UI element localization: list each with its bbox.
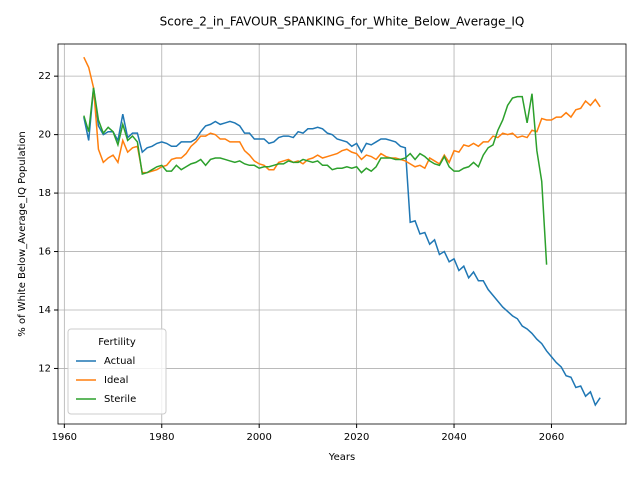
x-tick-label: 2000 [246,432,271,443]
legend-label: Ideal [104,375,128,386]
x-tick-label: 1980 [149,432,174,443]
y-tick-label: 16 [38,247,51,258]
legend-label: Sterile [104,394,136,405]
x-tick-label: 2060 [539,432,564,443]
legend-label: Actual [104,356,135,367]
y-tick-label: 14 [38,305,51,316]
legend-title: Fertility [98,337,136,348]
y-tick-label: 12 [38,363,51,374]
y-tick-label: 18 [38,188,51,199]
line [83,87,601,407]
x-tick-label: 2040 [441,432,466,443]
y-axis-label: % of White Below_Average_IQ Population [17,131,28,336]
x-tick-label: 1960 [52,432,77,443]
line [83,56,601,174]
legend-box [67,328,167,415]
x-axis-label: Years [328,452,355,463]
y-tick-label: 22 [38,71,51,82]
chart-title: Score_2_in_FAVOUR_SPANKING_for_White_Bel… [160,15,525,29]
x-tick-label: 2020 [344,432,369,443]
line [83,87,548,265]
y-tick-label: 20 [38,130,51,141]
plot-frame [57,43,627,425]
